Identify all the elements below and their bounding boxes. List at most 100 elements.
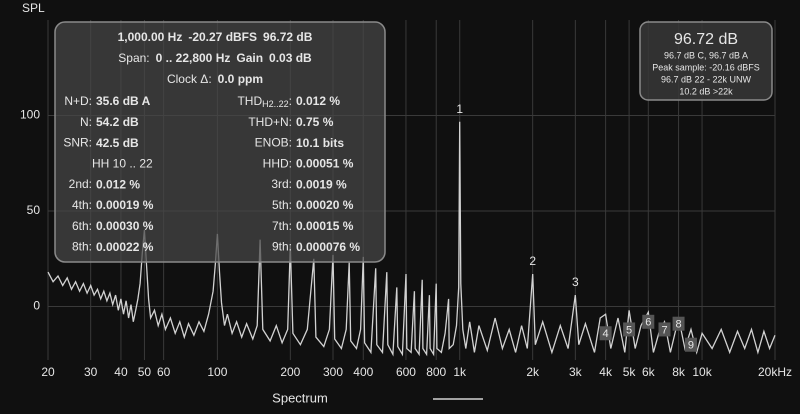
header-segment: -20.27 dBFS	[188, 30, 257, 44]
x-tick-label: 800	[426, 365, 446, 379]
spectrum-line	[47, 121, 776, 357]
x-tick-label: 300	[323, 365, 343, 379]
y-tick-label: 50	[27, 203, 41, 217]
row-label: THD+N:	[248, 115, 292, 129]
x-tick-label: 8k	[672, 365, 686, 379]
level-panel: 96.72 dB 96.7 dB C, 96.7 dB A Peak sample:…	[639, 21, 773, 101]
panel-box	[639, 21, 773, 101]
row-label: 6th:	[72, 219, 92, 233]
row-value: 0.00015 %	[296, 219, 354, 233]
level-line: 96.7 dB 22 - 22k UNW	[661, 74, 752, 84]
header-segment: Gain	[236, 51, 263, 65]
x-tick-label: 4k	[599, 365, 613, 379]
row-label: HH 10 .. 22	[92, 157, 153, 171]
row-label: 9th:	[272, 240, 292, 254]
harmonic-label: 5	[626, 324, 632, 336]
label-colon: :	[289, 94, 292, 108]
x-tick-label: 60	[157, 365, 171, 379]
x-tick-label: 2k	[526, 365, 540, 379]
row-label: HHD:	[263, 157, 292, 171]
header-segment: 96.72 dB	[263, 30, 313, 44]
header-segment: 1,000.00 Hz	[118, 30, 183, 44]
label-text: 2nd:	[69, 177, 92, 191]
row-value: 35.6 dB A	[96, 94, 151, 108]
harmonic-label: 9	[688, 340, 694, 352]
x-tick-label: 3k	[569, 365, 583, 379]
legend-label[interactable]: Spectrum	[272, 390, 328, 405]
harmonic-box	[684, 337, 697, 352]
x-tick-label: 400	[353, 365, 373, 379]
harmonic-label: 1	[456, 102, 463, 116]
x-tick-label: 50	[138, 365, 152, 379]
y-tick-label: 100	[20, 108, 40, 122]
level-line: 10.2 dB >22k	[679, 86, 733, 96]
harmonic-box	[623, 322, 636, 337]
row-label: ENOB:	[255, 136, 292, 150]
label-text: N+D:	[64, 94, 92, 108]
row-label: N:	[80, 115, 92, 129]
harmonic-label: 8	[676, 319, 682, 331]
label-text: 5th:	[272, 198, 292, 212]
row-value: 0.0019 %	[296, 177, 347, 191]
label-text: N:	[80, 115, 92, 129]
row-label: THDH2..22:	[237, 94, 292, 109]
harmonic-label: 4	[603, 328, 609, 340]
row-value: 0.00030 %	[96, 219, 154, 233]
row-value: 0.00022 %	[96, 240, 154, 254]
label-text: 4th:	[72, 198, 92, 212]
label-text: 9th:	[272, 240, 292, 254]
x-tick-label: 20	[41, 365, 55, 379]
label-text: ENOB:	[255, 136, 292, 150]
harmonic-label: 6	[645, 317, 651, 329]
row-label: 4th:	[72, 198, 92, 212]
row-value: 0.00051 %	[296, 157, 354, 171]
x-tick-label: 40	[114, 365, 128, 379]
row-label: 8th:	[72, 240, 92, 254]
harmonic-label: 3	[572, 275, 579, 289]
row-value: 0.012 %	[296, 94, 340, 108]
level-line: Peak sample: -20.16 dBFS	[652, 62, 760, 72]
label-text: THD	[237, 94, 262, 108]
label-sub: H2..22	[262, 99, 289, 109]
y-axis-label: SPL	[22, 1, 45, 15]
row-value: 10.1 bits	[296, 136, 344, 150]
header-segment: 0 .. 22,800 Hz	[156, 51, 231, 65]
label-text: 8th:	[72, 240, 92, 254]
plot: 1 2 3 4 5 67 89	[47, 102, 776, 357]
row-value: 0.00020 %	[296, 198, 354, 212]
harmonic-box	[672, 316, 685, 331]
label-text: THD+N:	[248, 115, 292, 129]
x-tick-label: 20kHz	[758, 365, 792, 379]
row-label: N+D:	[64, 94, 92, 108]
label-text: 6th:	[72, 219, 92, 233]
info-panel: 1,000.00 Hz -20.27 dBFS 96.72 dB Span: 0 .. …	[54, 21, 386, 263]
x-tick-label: 100	[207, 365, 227, 379]
x-tick-label: 200	[280, 365, 300, 379]
harmonic-box	[658, 322, 671, 337]
header-segment: Clock Δ:	[167, 72, 212, 86]
row-value: 0.012 %	[96, 177, 140, 191]
row-value: 42.5 dB	[96, 136, 139, 150]
x-tick-label: 600	[396, 365, 416, 379]
harmonic-box	[599, 326, 612, 341]
x-tick-label: 10k	[692, 365, 712, 379]
header-segment: Span:	[118, 51, 149, 65]
harmonic-label: 7	[661, 324, 667, 336]
row-label: 3rd:	[271, 177, 292, 191]
harmonic-box	[642, 314, 655, 329]
header-segment: 0.03 dB	[269, 51, 312, 65]
level-main: 96.72 dB	[674, 31, 738, 48]
header-line: Clock Δ: 0.0 ppm	[167, 72, 263, 86]
header-line: Span: 0 .. 22,800 Hz Gain 0.03 dB	[118, 51, 312, 65]
panel-box	[54, 21, 386, 263]
harmonic-label: 2	[529, 254, 536, 268]
x-tick-label: 5k	[623, 365, 637, 379]
x-tick-label: 6k	[642, 365, 656, 379]
header-line: 1,000.00 Hz -20.27 dBFS 96.72 dB	[118, 30, 313, 44]
level-line: 96.7 dB C, 96.7 dB A	[664, 50, 748, 60]
x-tick-label: 1k	[453, 365, 467, 379]
y-tick-label: 0	[33, 299, 40, 313]
row-label: 2nd:	[69, 177, 92, 191]
